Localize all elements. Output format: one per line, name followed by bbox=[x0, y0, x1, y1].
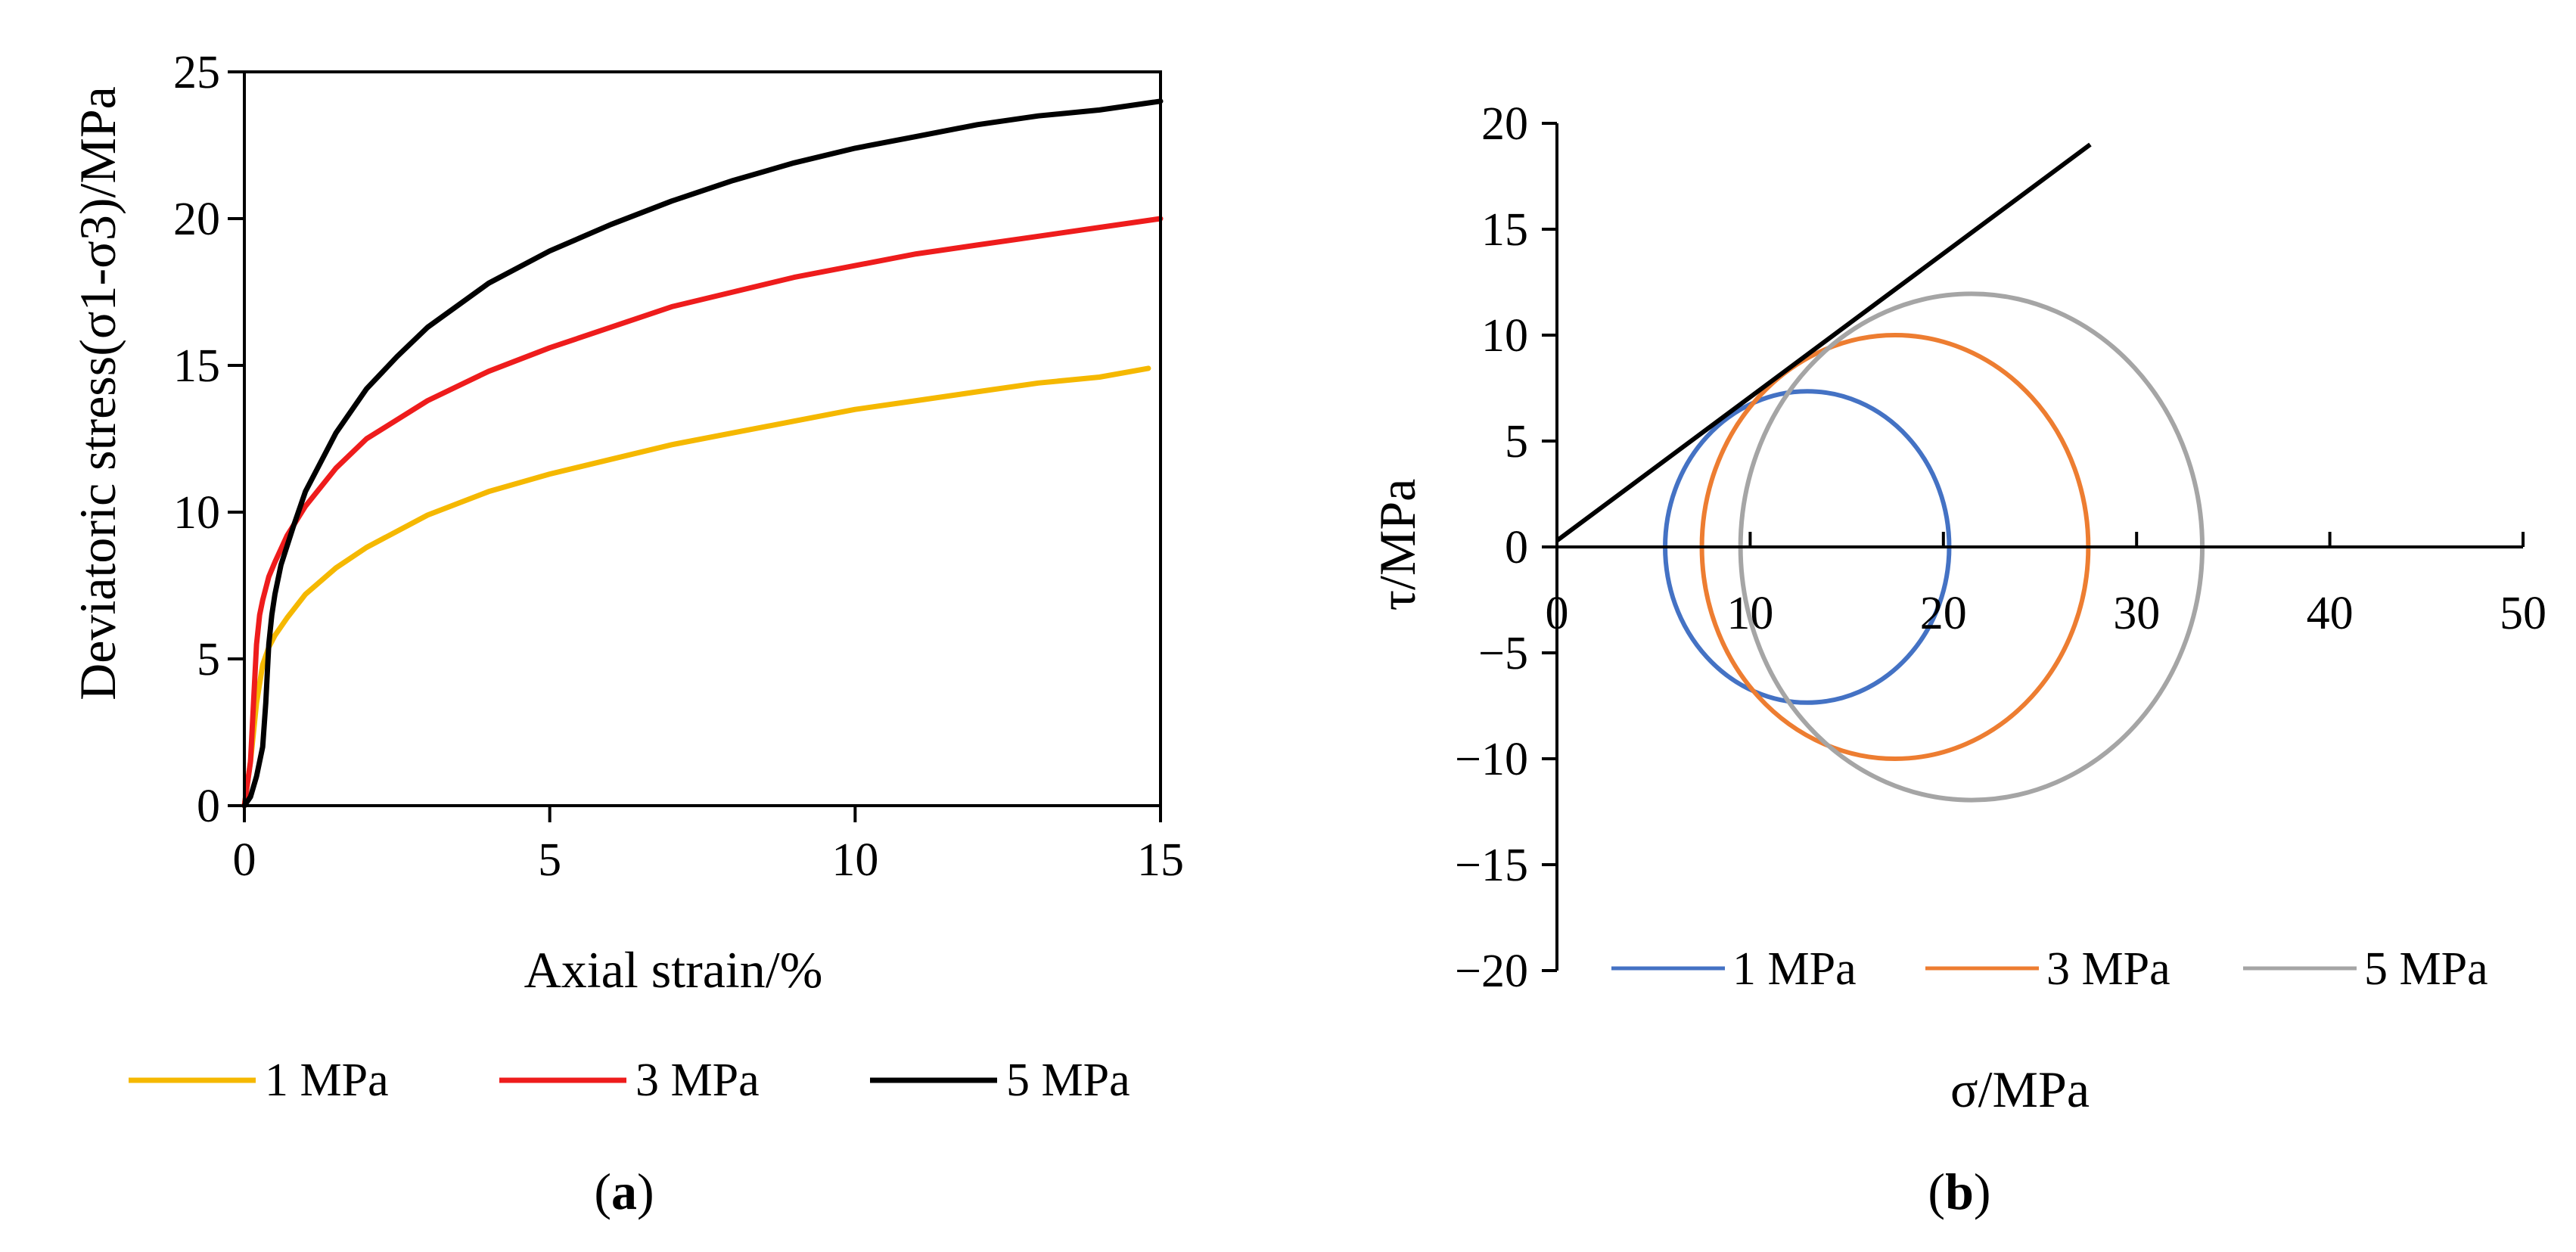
chart-a-y-tick-label: 5 bbox=[197, 634, 220, 685]
chart-b-mohr-circles: τ/MPa −20 −15 −10 −5 0 5 10 15 20 0 10 20 30 40 50 1 … bbox=[1369, 98, 2546, 1220]
panel-b-label: (b) bbox=[1928, 1163, 1990, 1220]
chart-a-stress-strain: Deviatoric stress(σ1-σ3)/MPa 0510152025 … bbox=[69, 47, 1184, 1220]
panel-a-label: (a) bbox=[594, 1163, 654, 1220]
chart-a-legend: 1 MPa 3 MPa 5 MPa bbox=[129, 1055, 1130, 1106]
chart-a-x-tick-label: 5 bbox=[538, 834, 561, 886]
chart-a-plot-frame bbox=[243, 70, 1162, 807]
chart-a-legend-label-1mpa: 1 MPa bbox=[265, 1055, 389, 1106]
chart-b-legend-label-5mpa: 5 MPa bbox=[2364, 943, 2488, 995]
chart-a-legend-label-5mpa: 5 MPa bbox=[1006, 1055, 1130, 1106]
chart-b-legend-label-3mpa: 3 MPa bbox=[2046, 943, 2170, 995]
chart-a-y-tick-label: 15 bbox=[173, 340, 220, 392]
chart-b-y-tick-label: 15 bbox=[1481, 204, 1528, 256]
chart-a-y-tick-label: 20 bbox=[173, 194, 220, 245]
chart-b-y-tick-label: 0 bbox=[1505, 522, 1528, 573]
chart-a-series-1-mpa bbox=[241, 365, 1151, 809]
chart-b-y-tick-label: 5 bbox=[1505, 416, 1528, 468]
chart-b-legend: 1 MPa 3 MPa 5 MPa bbox=[1611, 943, 2488, 995]
chart-a-x-tick-label: 15 bbox=[1137, 834, 1184, 886]
chart-b-y-axis-label: τ/MPa bbox=[1369, 479, 1426, 611]
chart-b-x-tick-label: 40 bbox=[2307, 588, 2354, 639]
chart-b-x-tick-label: 30 bbox=[2113, 588, 2160, 639]
chart-a-y-tick-label: 0 bbox=[197, 781, 220, 832]
chart-a-y-tick-label: 25 bbox=[173, 47, 220, 98]
chart-a-y-axis-label: Deviatoric stress(σ1-σ3)/MPa bbox=[69, 86, 126, 701]
chart-b-y-tick-label: 10 bbox=[1481, 310, 1528, 362]
chart-a-y-tick-label: 10 bbox=[173, 487, 220, 539]
chart-b-x-tick-label: 20 bbox=[1920, 588, 1967, 639]
chart-b-y-tick-label: −5 bbox=[1478, 628, 1528, 679]
chart-a-series-3-mpa bbox=[241, 216, 1164, 809]
chart-b-y-tick-label: −15 bbox=[1455, 840, 1528, 891]
chart-b-x-tick-label: 10 bbox=[1726, 588, 1773, 639]
chart-a-legend-label-3mpa: 3 MPa bbox=[635, 1055, 760, 1106]
chart-a-series-5-mpa bbox=[241, 98, 1164, 809]
chart-a-x-tick-label: 10 bbox=[831, 834, 878, 886]
chart-b-strength-envelope bbox=[1555, 142, 2092, 543]
chart-b-x-tick-label: 50 bbox=[2500, 588, 2546, 639]
chart-b-legend-label-1mpa: 1 MPa bbox=[1732, 943, 1857, 995]
chart-a-x-axis-label: Axial strain/% bbox=[524, 941, 823, 999]
chart-a-x-tick-label: 0 bbox=[233, 834, 256, 886]
chart-b-y-tick-label: 20 bbox=[1481, 98, 1528, 150]
chart-b-y-tick-label: −20 bbox=[1455, 946, 1528, 997]
chart-b-x-tick-label: 0 bbox=[1546, 588, 1569, 639]
chart-b-y-tick-label: −10 bbox=[1455, 734, 1528, 785]
chart-b-x-axis-label: σ/MPa bbox=[1950, 1061, 2090, 1118]
